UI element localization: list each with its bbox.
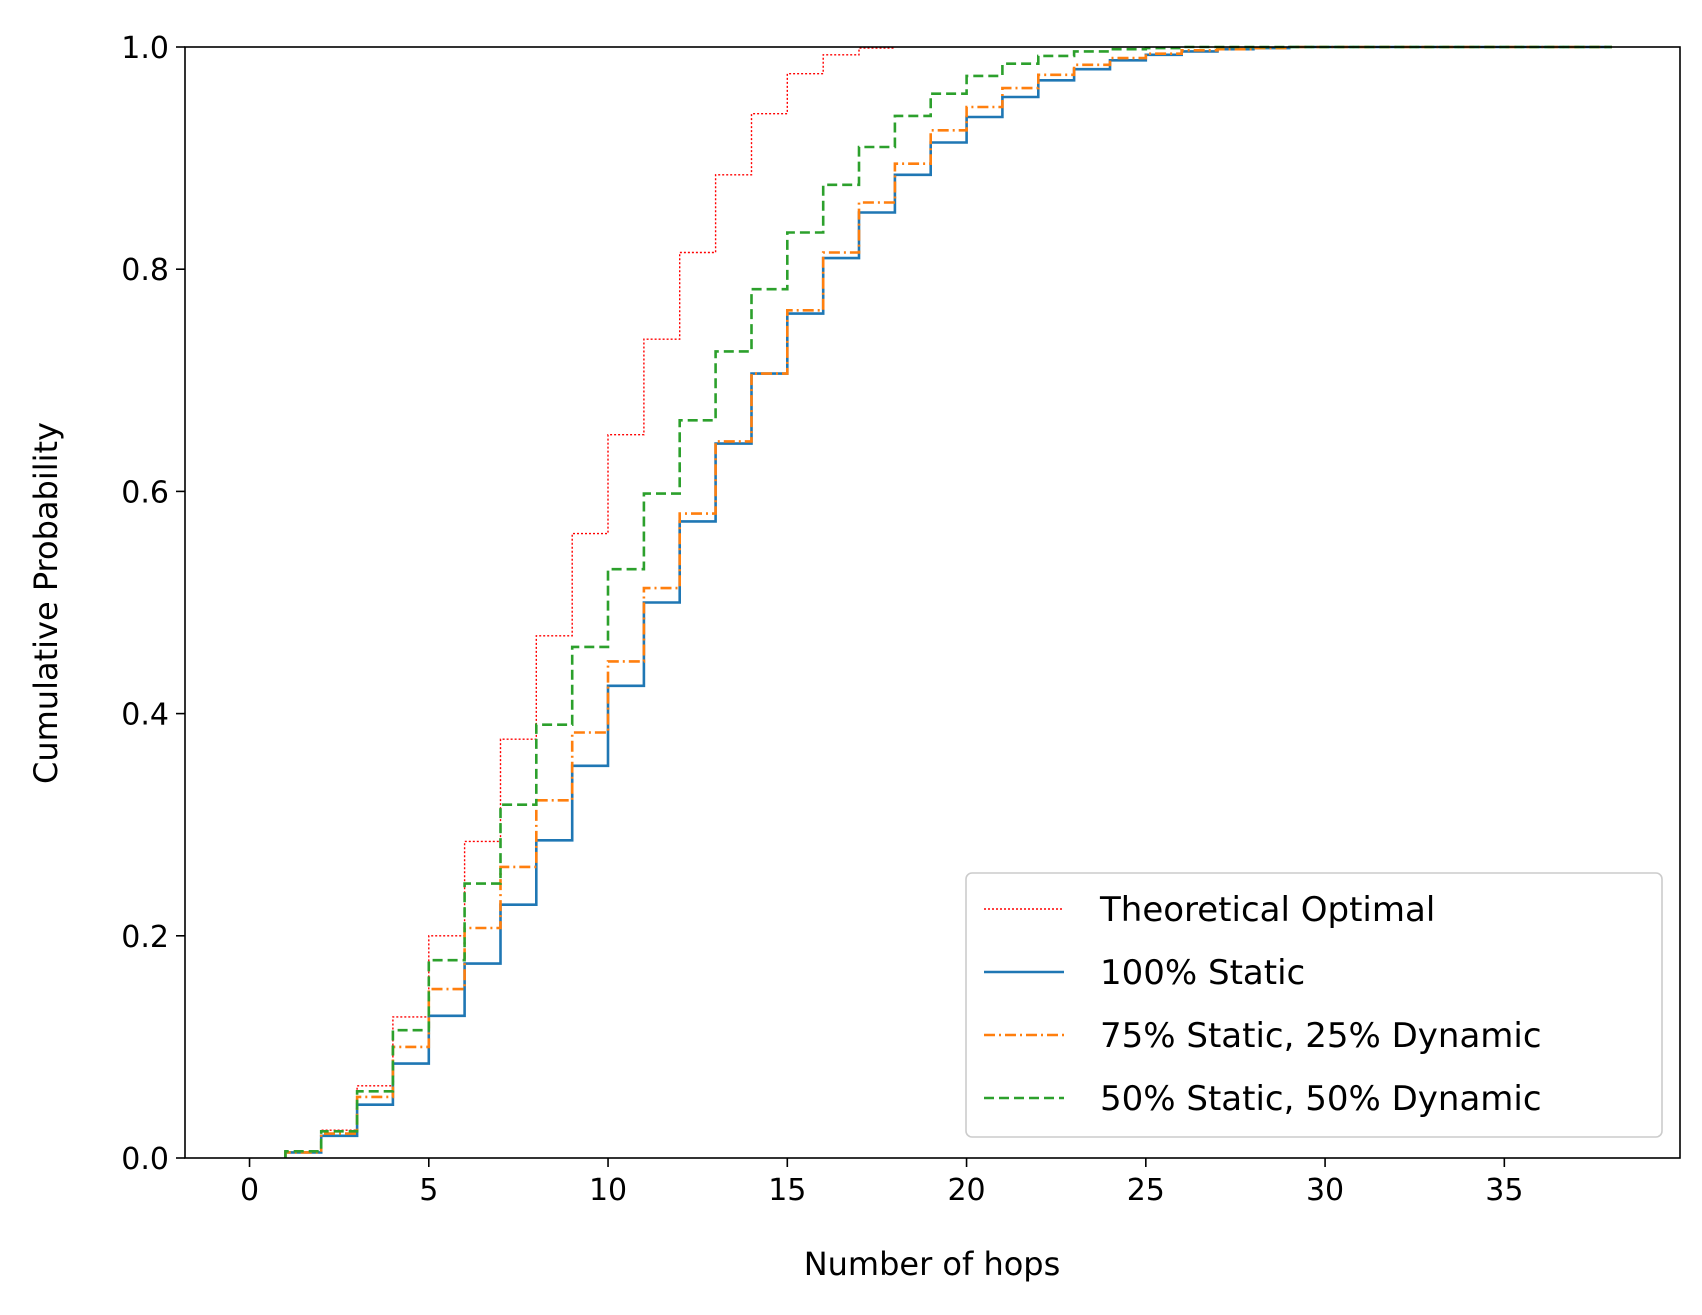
x-tick-label: 5 <box>419 1173 438 1208</box>
x-tick-label: 10 <box>589 1173 627 1208</box>
y-axis: 0.0 0.2 0.4 0.6 0.8 1.0 <box>121 31 185 1177</box>
series-layer <box>284 45 1612 1158</box>
series-line-4 <box>284 45 1612 1158</box>
x-tick-label: 15 <box>768 1173 806 1208</box>
legend-entry-label: 50% Static, 50% Dynamic <box>1100 1079 1542 1119</box>
y-tick-label: 0.2 <box>121 920 169 955</box>
legend: Theoretical Optimal 100% Static 75% Static… <box>965 872 1663 1138</box>
x-tick-label: 35 <box>1485 1173 1523 1208</box>
legend-entry-label: 75% Static, 25% Dynamic <box>1100 1016 1542 1056</box>
x-tick-label: 20 <box>947 1173 985 1208</box>
y-tick-label: 0.0 <box>121 1142 169 1177</box>
y-tick-label: 1.0 <box>121 31 169 66</box>
y-tick-label: 0.4 <box>121 698 169 733</box>
legend-entry-label: 100% Static <box>1100 953 1305 993</box>
x-axis: 0 5 10 15 20 25 30 35 <box>240 1158 1523 1208</box>
legend-entry-label: Theoretical Optimal <box>1099 890 1435 930</box>
x-tick-label: 0 <box>240 1173 259 1208</box>
series-line-3 <box>284 45 1612 1158</box>
y-tick-label: 0.6 <box>121 475 169 510</box>
series-line-1 <box>284 47 896 1158</box>
y-tick-label: 0.8 <box>121 253 169 288</box>
series-line-2 <box>284 45 1612 1158</box>
x-axis-label: Number of hops <box>804 1245 1061 1283</box>
plot-frame <box>184 46 1681 1159</box>
legend-box <box>965 872 1663 1138</box>
x-tick-label: 30 <box>1306 1173 1344 1208</box>
x-tick-label: 25 <box>1127 1173 1165 1208</box>
y-axis-label: Cumulative Probability <box>27 422 65 784</box>
